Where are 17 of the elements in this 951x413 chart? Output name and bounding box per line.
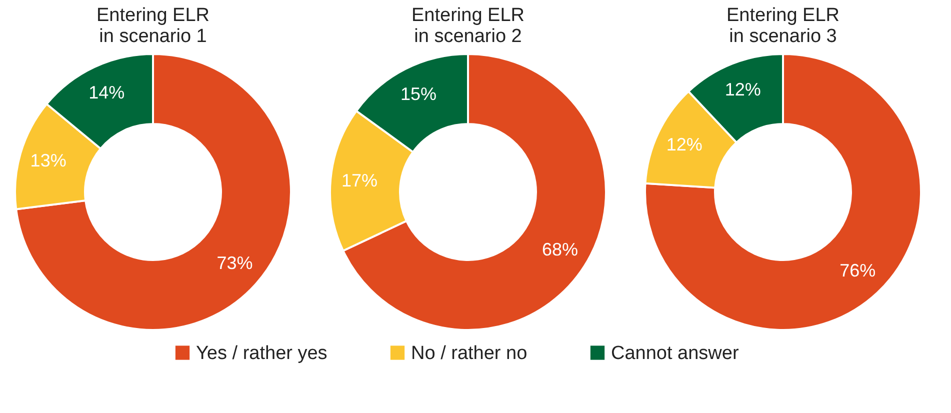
chart-title: Entering ELR in scenario 1 [96,5,210,47]
data-label: 73% [216,253,253,274]
data-label: 68% [542,239,578,260]
data-label: 14% [88,82,125,102]
data-label: 15% [400,84,437,104]
chart-title: Entering ELR in scenario 2 [411,5,525,47]
data-label: 76% [840,260,876,280]
data-label: 17% [341,170,378,191]
donut-slice [15,53,292,331]
data-label: 12% [724,80,761,100]
donut-slice [644,53,922,331]
legend-label: Yes / rather yes [196,342,328,364]
data-label: 13% [30,150,66,171]
data-label: 12% [666,134,702,155]
legend-label: No / rather no [411,342,528,364]
chart-title: Entering ELR in scenario 3 [726,5,840,47]
legend-label: Cannot answer [611,342,740,364]
